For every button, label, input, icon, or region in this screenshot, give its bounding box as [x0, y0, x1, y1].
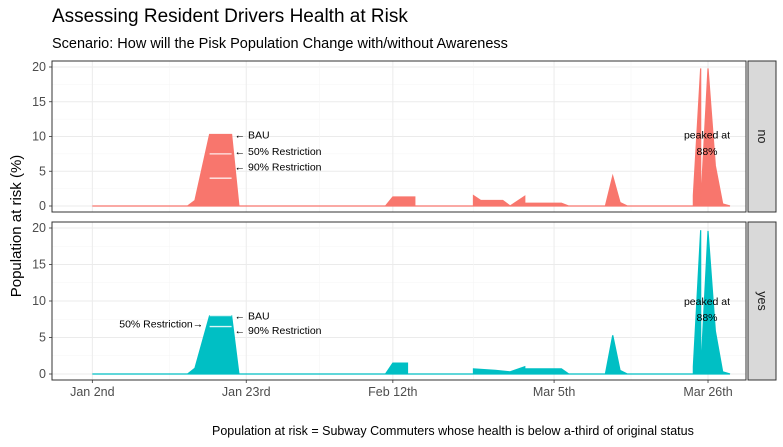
y-tick-label: 20: [32, 221, 46, 235]
peak-annotation: peaked at: [684, 296, 730, 308]
annotation-label: ← BAU: [235, 311, 270, 323]
annotation-label: ← 90% Restriction: [235, 325, 322, 337]
y-tick-label: 15: [32, 95, 46, 109]
chart-caption: Population at risk = Subway Commuters wh…: [212, 424, 694, 438]
annotation-label: 50% Restriction→: [119, 319, 203, 331]
y-axis-label: Population at risk (%): [8, 155, 25, 298]
peak-annotation: 88%: [696, 312, 717, 324]
series-area-bau: [92, 68, 731, 207]
facet-strip-label: yes: [755, 291, 769, 310]
y-tick-label: 0: [39, 367, 46, 381]
annotation-label: ← 90% Restriction: [235, 161, 322, 173]
x-tick-label: Feb 12th: [368, 385, 417, 399]
panel-border: [51, 221, 747, 381]
facet-strip: [747, 60, 777, 213]
chart-title: Assessing Resident Drivers Health at Ris…: [52, 6, 408, 27]
y-tick-label: 5: [39, 164, 46, 178]
series-area-bau: [92, 230, 731, 375]
y-tick-label: 15: [32, 258, 46, 272]
y-tick-label: 10: [32, 130, 46, 144]
x-tick-label: Mar 26th: [683, 385, 732, 399]
y-tick-label: 10: [32, 294, 46, 308]
y-tick-label: 0: [39, 199, 46, 213]
peak-annotation: peaked at: [684, 129, 730, 141]
x-tick-label: Mar 5th: [533, 385, 575, 399]
y-tick-label: 20: [32, 60, 46, 74]
facet-strip-label: no: [755, 130, 769, 144]
facet-strip: [747, 221, 777, 381]
x-tick-label: Jan 23rd: [222, 385, 271, 399]
chart-subtitle: Scenario: How will the Pisk Population C…: [52, 36, 508, 52]
peak-annotation: 88%: [696, 146, 717, 158]
annotation-label: ← BAU: [235, 129, 270, 141]
x-tick-label: Jan 2nd: [70, 385, 115, 399]
annotation-label: ← 50% Restriction: [235, 146, 322, 158]
y-tick-label: 5: [39, 331, 46, 345]
panel-border: [51, 60, 747, 213]
